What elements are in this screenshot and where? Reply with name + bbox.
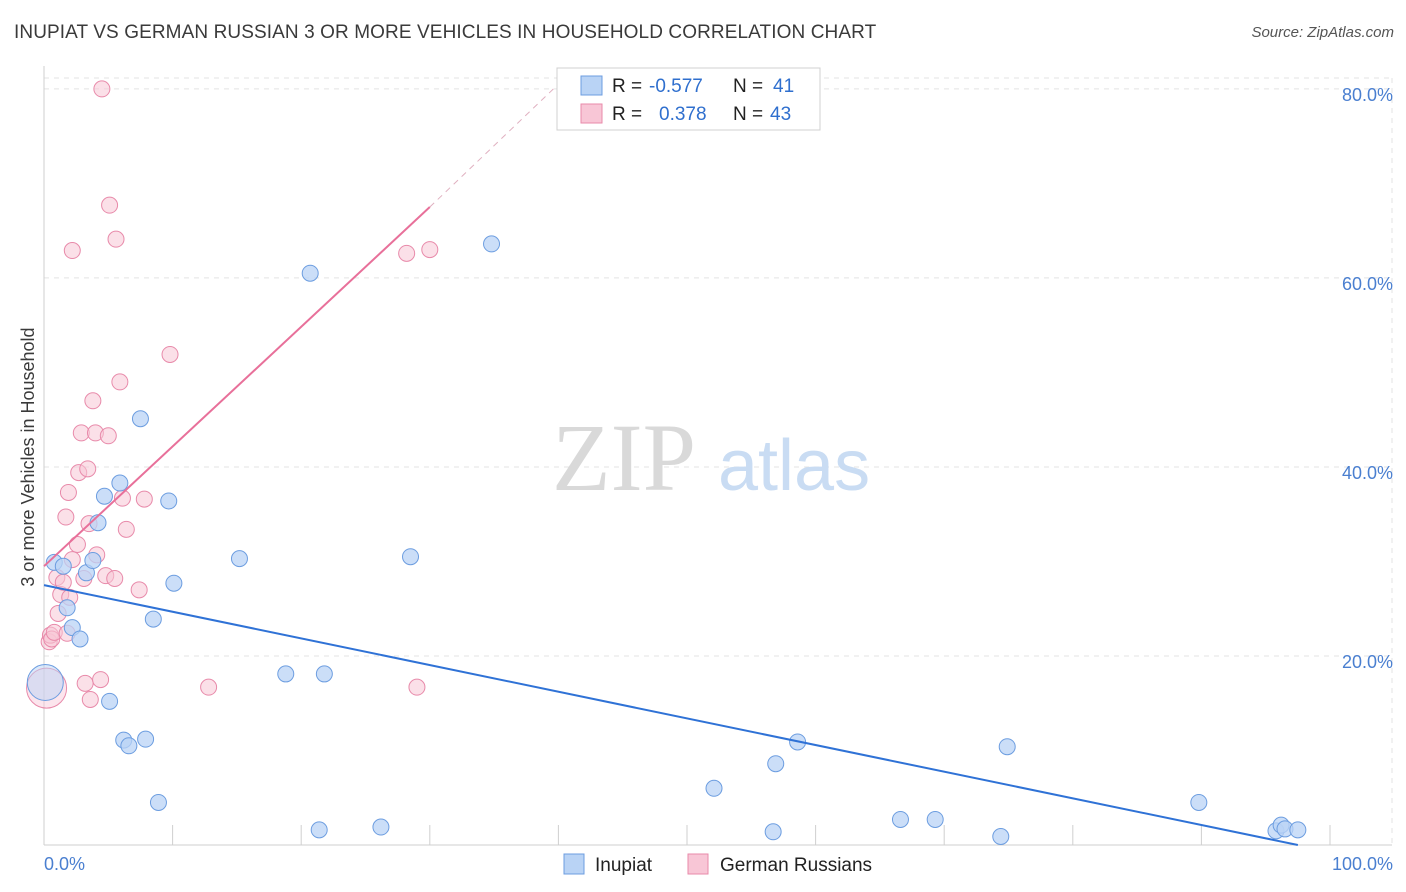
- inupiat-point: [310, 821, 328, 839]
- inupiat-point: [767, 755, 785, 773]
- y-tick-label-20: 20.0%: [1342, 652, 1393, 672]
- inupiat-point: [137, 730, 155, 748]
- legend-german-r-value: 0.378: [659, 104, 707, 125]
- inupiat-point: [111, 474, 129, 492]
- inupiat-point: [992, 827, 1010, 845]
- german-russians-point: [81, 690, 99, 708]
- german-russians-point: [76, 674, 94, 692]
- inupiat-point: [165, 574, 183, 592]
- chart-title: INUPIAT VS GERMAN RUSSIAN 3 OR MORE VEHI…: [14, 22, 877, 43]
- inupiat-point: [71, 630, 89, 648]
- legend-inupiat-n-label: N =: [733, 76, 763, 97]
- legend-inupiat-n-value: 41: [773, 76, 794, 97]
- inupiat-point: [998, 738, 1016, 756]
- legend-german-n-label: N =: [733, 104, 763, 125]
- inupiat-point: [483, 235, 501, 253]
- chart-source: Source: ZipAtlas.com: [1251, 24, 1394, 41]
- german-russians-point: [84, 392, 102, 410]
- inupiat-point: [402, 548, 420, 566]
- german-russians-trend-line: [43, 206, 431, 567]
- legend-inupiat-swatch: [580, 75, 603, 96]
- german-russians-point: [92, 671, 110, 689]
- watermark-atlas: atlas: [718, 426, 870, 506]
- legend-german-n-value: 43: [770, 104, 791, 125]
- inupiat-point: [372, 818, 390, 836]
- y-tick-label-80: 80.0%: [1342, 85, 1393, 105]
- inupiat-point: [144, 610, 162, 628]
- inupiat-point: [26, 663, 64, 701]
- inupiat-point: [301, 264, 319, 282]
- axes: [43, 66, 1392, 846]
- inupiat-point: [84, 552, 102, 570]
- inupiat-point: [764, 823, 782, 841]
- inupiat-point: [160, 492, 178, 510]
- inupiat-point: [891, 810, 909, 828]
- watermark-zip: ZIP: [552, 404, 696, 511]
- german-russians-point: [117, 520, 135, 538]
- bottom-legend-inupiat-swatch: [563, 853, 585, 875]
- legend-german-swatch: [580, 103, 603, 124]
- inupiat-point: [95, 487, 113, 505]
- german-russians-point: [68, 535, 86, 553]
- inupiat-trend-line: [43, 584, 1299, 846]
- german-russians-point: [93, 80, 111, 98]
- inupiat-point: [1289, 821, 1307, 839]
- inupiat-point: [131, 410, 149, 428]
- german-russians-point: [101, 196, 119, 214]
- inupiat-point: [277, 665, 295, 683]
- bottom-legend-german-swatch: [687, 853, 709, 875]
- german-russians-point: [421, 241, 439, 259]
- trend-lines: [43, 83, 1299, 846]
- german-russians-point: [161, 345, 179, 363]
- x-tick-label-100: 100.0%: [1332, 854, 1393, 874]
- bottom-legend-inupiat-label: Inupiat: [595, 855, 653, 876]
- y-tick-label-60: 60.0%: [1342, 274, 1393, 294]
- inupiat-point: [230, 550, 248, 568]
- inupiat-point: [58, 599, 76, 617]
- german-russians-point: [106, 569, 124, 587]
- watermark: ZIP atlas: [552, 404, 870, 511]
- german-russians-point: [408, 678, 426, 696]
- german-russians-trend-extension: [429, 83, 559, 208]
- legend-german-r-label: R =: [612, 104, 642, 125]
- bottom-legend: Inupiat German Russians: [563, 853, 872, 876]
- inupiat-point: [149, 793, 167, 811]
- german-russians-point: [72, 424, 90, 442]
- inupiat-point: [315, 665, 333, 683]
- grid-lines: [44, 77, 1393, 845]
- german-russians-point: [130, 581, 148, 599]
- german-russians-point: [57, 508, 75, 526]
- x-tick-label-0: 0.0%: [44, 854, 85, 874]
- inupiat-point: [1190, 793, 1208, 811]
- legend-box: R = -0.577 N = 41 R = 0.378 N = 43: [556, 67, 821, 131]
- inupiat-point: [101, 692, 119, 710]
- y-tick-label-40: 40.0%: [1342, 463, 1393, 483]
- inupiat-point: [926, 810, 944, 828]
- german-russians-point: [398, 244, 416, 262]
- x-tick-labels: 0.0% 100.0%: [44, 854, 1393, 874]
- y-axis-label: 3 or more Vehicles in Household: [18, 327, 38, 586]
- inupiat-points: [26, 235, 1307, 845]
- inupiat-point: [54, 557, 72, 575]
- inupiat-point: [705, 779, 723, 797]
- legend-inupiat-r-label: R =: [612, 76, 642, 97]
- german-russians-point: [200, 678, 218, 696]
- german-russians-points: [26, 80, 439, 709]
- legend-inupiat-r-value: -0.577: [649, 76, 703, 97]
- y-tick-labels: 20.0% 40.0% 60.0% 80.0%: [1342, 85, 1393, 672]
- german-russians-point: [107, 230, 125, 248]
- german-russians-point: [63, 242, 81, 260]
- german-russians-point: [111, 373, 129, 391]
- german-russians-point: [79, 460, 97, 478]
- bottom-legend-german-label: German Russians: [720, 855, 872, 876]
- inupiat-point: [120, 737, 138, 755]
- german-russians-point: [99, 427, 117, 445]
- german-russians-point: [135, 490, 153, 508]
- german-russians-point: [59, 483, 77, 501]
